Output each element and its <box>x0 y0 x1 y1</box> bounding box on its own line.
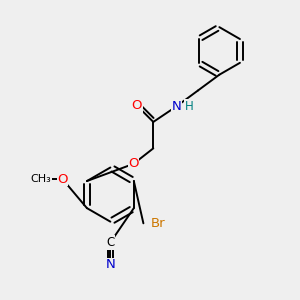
Text: C: C <box>106 236 115 249</box>
Text: Br: Br <box>151 217 166 230</box>
Text: O: O <box>131 99 142 112</box>
Text: O: O <box>128 158 139 170</box>
Text: N: N <box>106 258 115 272</box>
Text: N: N <box>172 100 181 113</box>
Text: H: H <box>184 100 193 113</box>
Text: CH₃: CH₃ <box>31 174 51 184</box>
Text: O: O <box>57 172 68 186</box>
